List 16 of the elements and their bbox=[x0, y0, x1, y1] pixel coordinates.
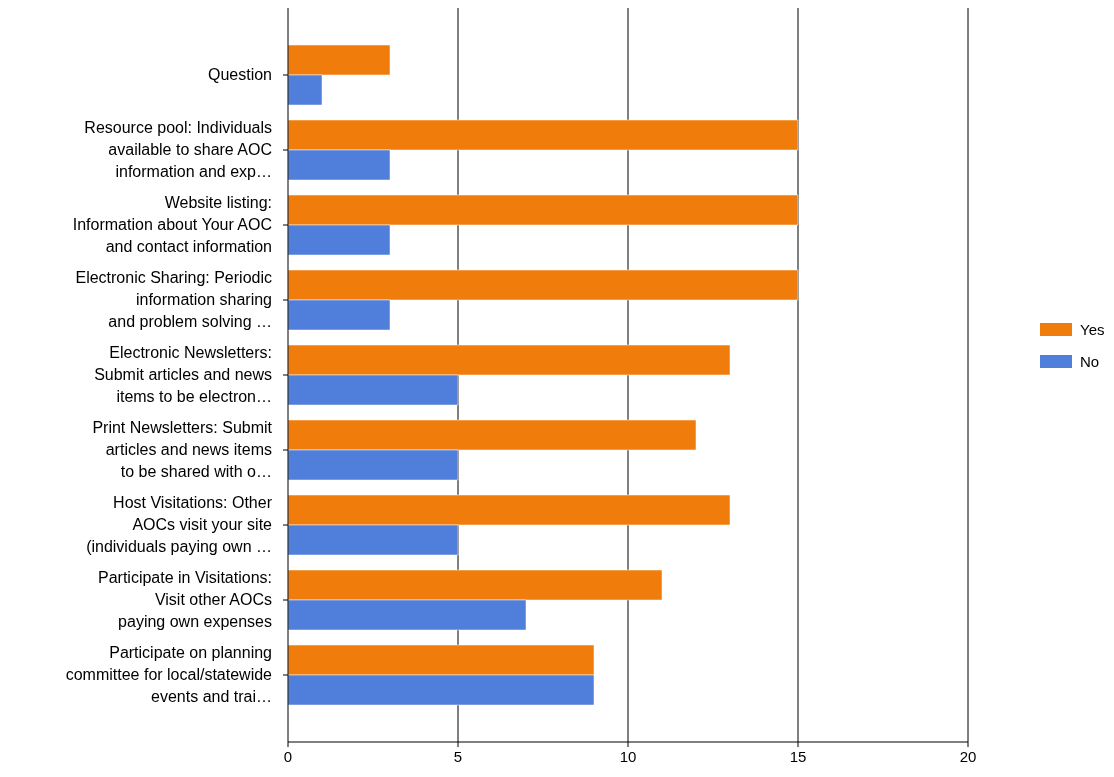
x-tick-label: 15 bbox=[789, 748, 807, 765]
legend-label: No bbox=[1080, 353, 1100, 370]
y-tick-label: Resource pool: Individuals available to share AOC information and exp… bbox=[84, 119, 272, 180]
legend-label: Yes bbox=[1080, 321, 1105, 338]
y-tick-label: Participate in Visitations: Visit other AOCs paying own expenses bbox=[97, 569, 272, 630]
x-tick-label: 20 bbox=[959, 748, 977, 765]
x-tick-label: 5 bbox=[453, 748, 463, 765]
y-tick-label: Website listing: Information about Your AOC and contact information bbox=[72, 194, 272, 255]
y-tick-label: Question bbox=[207, 66, 272, 83]
y-tick-label: Electronic Newsletters: Submit articles and news items to be electron… bbox=[94, 344, 272, 405]
x-tick-label: 0 bbox=[283, 748, 293, 765]
y-tick-label: Electronic Sharing: Periodic information sharing and problem solving … bbox=[75, 269, 272, 330]
x-tick-label: 10 bbox=[619, 748, 637, 765]
y-tick-label: Host Visitations: Other AOCs visit your site (individuals paying own … bbox=[86, 494, 273, 555]
y-tick-label: Print Newsletters: Submit articles and news items to be shared with o… bbox=[92, 419, 273, 480]
y-tick-label: Participate on planning committee for local/statewide events and trai… bbox=[65, 644, 273, 705]
